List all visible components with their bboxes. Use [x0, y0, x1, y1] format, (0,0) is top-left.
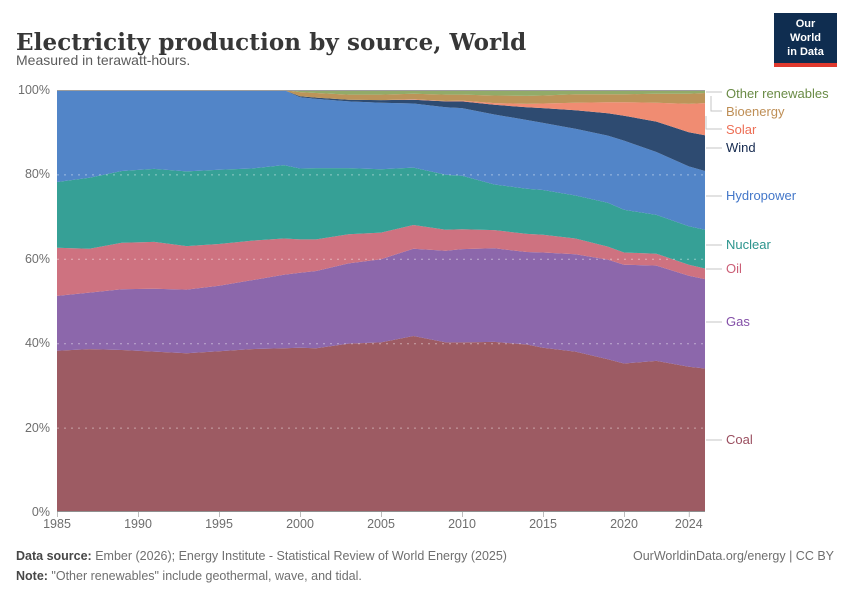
legend-label: Wind: [726, 140, 756, 155]
note-label: Note:: [16, 569, 48, 583]
x-tick-label-1985: 1985: [43, 517, 71, 531]
legend-label: Other renewables: [726, 86, 829, 101]
area-wind[interactable]: [57, 90, 705, 171]
connector-bioenergy: [710, 96, 722, 112]
x-tick-label-2024: 2024: [674, 517, 703, 531]
note-line: Note: "Other renewables" include geother…: [16, 566, 834, 586]
area-hydropower[interactable]: [57, 90, 705, 230]
x-tick-label-2005: 2005: [367, 517, 395, 531]
owid-logo-line1: Our World: [790, 18, 821, 44]
area-oil[interactable]: [57, 225, 705, 296]
legend-label: Gas: [726, 314, 750, 329]
chart-subtitle: Measured in terawatt-hours.: [16, 52, 191, 68]
x-tick-label-2010: 2010: [448, 517, 476, 531]
area-bioenergy[interactable]: [57, 90, 705, 104]
data-source-label: Data source:: [16, 549, 92, 563]
connector-solar: [705, 116, 722, 130]
area-other-renewables[interactable]: [57, 90, 705, 96]
y-tick-label-40: 40%: [24, 336, 50, 351]
legend-label: Nuclear: [726, 237, 771, 252]
legend-item-other-renewables[interactable]: Other renewables: [726, 86, 829, 102]
x-tick-label-1990: 1990: [124, 517, 152, 531]
data-source-text: Ember (2026); Energy Institute - Statist…: [91, 549, 507, 563]
legend-item-gas[interactable]: Gas: [726, 314, 750, 330]
legend-label: Oil: [726, 261, 742, 276]
legend-item-coal[interactable]: Coal: [726, 432, 753, 448]
legend-item-solar[interactable]: Solar: [726, 122, 756, 138]
stacked-area-plot[interactable]: [57, 90, 705, 518]
legend-item-hydropower[interactable]: Hydropower: [726, 188, 796, 204]
note-text: "Other renewables" include geothermal, w…: [47, 569, 362, 583]
area-gas[interactable]: [57, 248, 705, 369]
y-tick-label-60: 60%: [24, 251, 50, 266]
data-source-line: Data source: Ember (2026); Energy Instit…: [16, 546, 834, 566]
legend-item-oil[interactable]: Oil: [726, 261, 742, 277]
legend-label: Bioenergy: [726, 104, 785, 119]
y-tick-label-20: 20%: [24, 420, 50, 435]
area-nuclear[interactable]: [57, 165, 705, 269]
x-tick-label-2015: 2015: [529, 517, 557, 531]
area-coal[interactable]: [57, 336, 705, 512]
owid-logo: Our World in Data: [774, 13, 837, 68]
legend-item-bioenergy[interactable]: Bioenergy: [726, 104, 785, 120]
x-tick-label-2000: 2000: [286, 517, 314, 531]
owid-energy-link[interactable]: OurWorldinData.org/energy | CC BY: [632, 549, 834, 563]
legend-label: Hydropower: [726, 188, 797, 203]
y-tick-label-0: 0%: [31, 505, 50, 519]
legend-item-wind[interactable]: Wind: [726, 140, 756, 156]
page-title: Electricity production by source, World: [16, 29, 527, 57]
y-tick-label-100: 100%: [18, 83, 50, 97]
owid-logo-line2: in Data: [787, 45, 824, 58]
x-tick-label-2020: 2020: [610, 517, 638, 531]
legend-item-nuclear[interactable]: Nuclear: [726, 237, 771, 253]
x-tick-label-1995: 1995: [205, 517, 233, 531]
legend-label: Coal: [726, 432, 753, 447]
footer: Data source: Ember (2026); Energy Instit…: [16, 546, 834, 586]
legend-label: Solar: [726, 122, 757, 137]
y-tick-label-80: 80%: [24, 167, 50, 182]
